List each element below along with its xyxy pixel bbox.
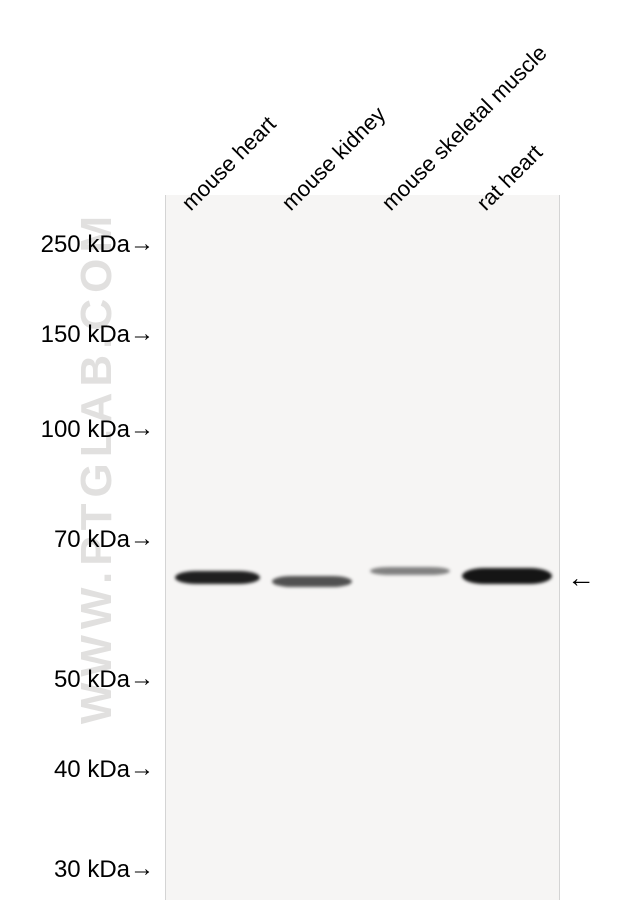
target-band-arrow-icon: ← — [567, 562, 595, 594]
mw-marker-arrow-icon: → — [130, 525, 154, 553]
protein-band — [272, 576, 352, 587]
protein-band — [462, 568, 552, 584]
mw-marker-arrow-icon: → — [130, 230, 154, 258]
mw-marker-arrow-icon: → — [130, 855, 154, 883]
mw-marker-arrow-icon: → — [130, 755, 154, 783]
lane-label: mouse skeletal muscle — [377, 40, 553, 216]
mw-marker-label: 250 kDa — [20, 231, 130, 259]
mw-marker-label: 100 kDa — [20, 416, 130, 444]
mw-marker-label: 40 kDa — [20, 756, 130, 784]
mw-marker-arrow-icon: → — [130, 665, 154, 693]
blot-membrane — [165, 195, 560, 900]
mw-marker-arrow-icon: → — [130, 415, 154, 443]
mw-marker-label: 50 kDa — [20, 666, 130, 694]
watermark-text: WWW.PTGLAB.COM — [72, 210, 122, 724]
mw-marker-label: 150 kDa — [20, 321, 130, 349]
mw-marker-arrow-icon: → — [130, 320, 154, 348]
mw-marker-label: 30 kDa — [20, 856, 130, 884]
protein-band — [175, 571, 260, 584]
mw-marker-label: 70 kDa — [20, 526, 130, 554]
protein-band — [370, 567, 450, 575]
